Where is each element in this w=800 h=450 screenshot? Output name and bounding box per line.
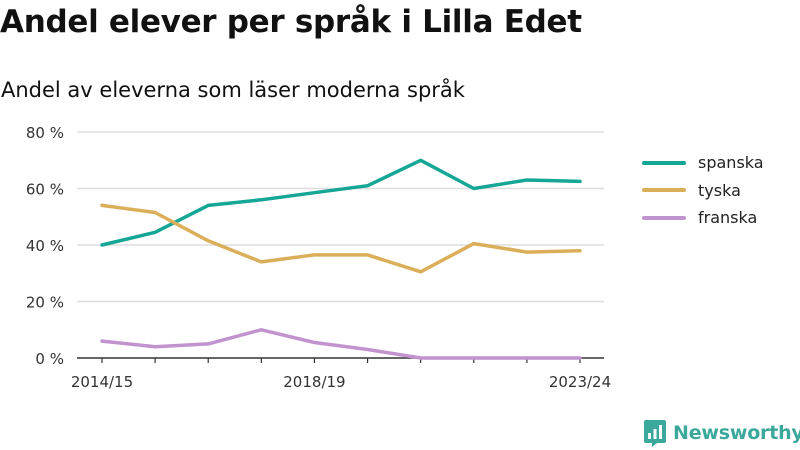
- brand-name: Newsworthy: [673, 422, 800, 444]
- y-tick-label: 0 %: [35, 350, 64, 368]
- chart-title: Andel elever per språk i Lilla Edet: [0, 4, 582, 40]
- series-lines: [100, 158, 582, 360]
- y-tick-label: 80 %: [26, 124, 64, 142]
- legend-item-spanska: spanska: [642, 149, 792, 177]
- y-tick-label: 60 %: [26, 181, 64, 199]
- x-axis: 2014/15 2018/19 2023/24: [71, 357, 611, 391]
- legend-label: tyska: [698, 180, 741, 200]
- x-tick-label: 2023/24: [549, 373, 611, 391]
- legend-item-tyska: tyska: [642, 177, 792, 205]
- y-axis-ticks: 0 % 20 % 40 % 60 % 80 %: [26, 124, 64, 368]
- y-tick-label: 40 %: [26, 237, 64, 255]
- legend-swatch: [642, 160, 686, 165]
- series-line-franska: [100, 328, 582, 360]
- gridlines: [77, 131, 604, 303]
- legend-label: franska: [698, 208, 758, 228]
- brand-logo: Newsworthy: [643, 419, 800, 447]
- legend: spanska tyska franska: [642, 149, 792, 232]
- legend-label: spanska: [698, 153, 764, 173]
- x-tick-label: 2014/15: [71, 373, 133, 391]
- chart-subtitle: Andel av eleverna som läser moderna språ…: [1, 78, 465, 102]
- legend-swatch: [642, 215, 686, 220]
- series-line-spanska: [100, 158, 582, 247]
- x-tick-label: 2018/19: [283, 373, 345, 391]
- legend-item-franska: franska: [642, 204, 792, 232]
- y-tick-label: 20 %: [26, 294, 64, 312]
- legend-swatch: [642, 188, 686, 193]
- bar-chart-badge-icon: [644, 420, 666, 447]
- series-line-tyska: [100, 203, 582, 274]
